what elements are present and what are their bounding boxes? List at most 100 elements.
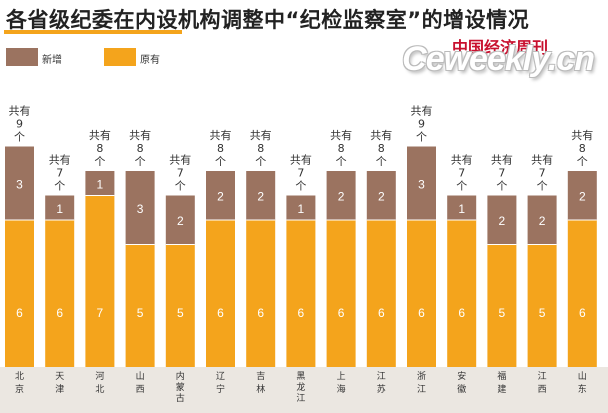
data-label-original-8: 6 [298,306,305,320]
category-label-7: 吉林 [256,371,265,395]
bar-new-9 [326,171,356,220]
bar-original-5 [165,244,195,367]
bar-original-1 [5,220,34,367]
total-label-14: 共有 7 个 [531,153,553,193]
bar-new-10 [366,171,396,220]
category-label-13: 福建 [497,370,506,395]
bar-original-3 [85,195,115,367]
total-label-10: 共有 8 个 [370,128,392,168]
category-label-3: 河北 [95,370,104,395]
category-label-15: 山东 [578,371,587,395]
bar-new-3 [85,171,115,196]
bar-original-12 [447,220,477,367]
bar-new-13 [487,195,517,245]
bar-new-12 [447,195,477,220]
data-label-new-10: 2 [378,190,385,204]
page-title: 各省级纪委在内设机构调整中“纪检监察室”的增设情况 [6,8,530,32]
bar-original-13 [487,244,517,367]
data-label-new-14: 2 [539,214,546,228]
data-label-new-6: 2 [217,190,224,204]
bar-original-9 [326,220,356,367]
category-label-4: 山西 [136,371,145,395]
bar-original-4 [125,244,155,367]
bar-original-2 [45,220,75,367]
total-label-2: 共有 7 个 [49,153,71,193]
data-label-new-8: 1 [298,202,305,216]
bar-new-7 [246,171,276,220]
category-label-6: 辽宁 [216,371,225,395]
total-label-15: 共有 8 个 [571,128,593,168]
data-label-original-13: 5 [499,306,506,320]
data-label-original-12: 6 [458,306,465,320]
data-label-new-13: 2 [499,214,506,228]
data-label-original-5: 5 [177,306,184,320]
bar-new-15 [567,171,597,220]
data-label-original-10: 6 [378,306,385,320]
data-label-original-4: 5 [137,306,144,320]
data-label-new-5: 2 [177,214,184,228]
total-label-3: 共有 8 个 [89,128,111,168]
total-label-1: 共有 9 个 [9,104,31,144]
data-label-original-14: 5 [539,306,546,320]
category-label-2: 天津 [55,372,64,395]
data-label-new-3: 1 [97,177,104,191]
category-label-10: 江苏 [377,371,386,395]
brand-logo: 中国经济周刊 [451,38,548,57]
legend-label-new: 新增 [42,55,62,66]
data-label-original-9: 6 [338,306,345,320]
category-label-1: 北京 [15,371,24,395]
bar-new-5 [165,195,195,245]
data-label-new-4: 3 [137,202,144,216]
bar-new-2 [45,195,75,220]
data-label-new-1: 3 [16,177,23,191]
data-label-new-11: 3 [418,177,425,191]
bar-original-8 [286,220,316,367]
total-label-5: 共有 7 个 [169,153,191,193]
data-label-new-12: 1 [458,202,465,216]
bar-new-1 [5,146,34,220]
category-label-band [0,367,608,413]
legend-swatch-new [6,48,38,66]
data-label-original-7: 6 [257,306,264,320]
data-label-original-11: 6 [418,306,425,320]
category-label-11: 浙江 [417,370,426,395]
bar-new-4 [125,171,155,245]
total-label-4: 共有 8 个 [129,128,151,168]
bar-original-14 [527,244,557,367]
bar-original-15 [567,220,597,367]
site-watermark: Ceweekly.cn [402,40,595,78]
data-label-original-6: 6 [217,306,224,320]
data-label-new-2: 1 [56,202,63,216]
total-label-6: 共有 8 个 [210,128,232,168]
category-label-8: 黑龙江 [296,371,305,404]
total-label-13: 共有 7 个 [491,153,513,193]
data-label-new-7: 2 [257,190,264,204]
total-label-11: 共有 9 个 [411,104,433,144]
data-label-original-1: 6 [16,306,23,320]
data-label-original-2: 6 [56,306,63,320]
title-underline [4,30,182,34]
data-label-original-3: 7 [97,306,104,320]
bar-new-8 [286,195,316,220]
data-label-new-15: 2 [579,190,586,204]
bar-new-6 [206,171,235,220]
bar-original-7 [246,220,276,367]
bar-new-14 [527,195,557,245]
category-label-14: 江西 [538,371,547,395]
total-label-7: 共有 8 个 [250,128,272,168]
legend-swatch-orig [104,48,136,66]
bar-new-11 [407,146,436,220]
bar-original-6 [206,220,235,367]
category-label-12: 安徽 [457,370,466,395]
total-label-9: 共有 8 个 [330,128,352,168]
bar-original-10 [366,220,396,367]
legend-label-orig: 原有 [140,55,160,66]
data-label-original-15: 6 [579,306,586,320]
data-label-new-9: 2 [338,190,345,204]
total-label-8: 共有 7 个 [290,153,312,193]
category-label-5: 内蒙古 [176,370,185,404]
bar-original-11 [407,220,436,367]
total-label-12: 共有 7 个 [451,153,473,193]
category-label-9: 上海 [337,371,346,395]
